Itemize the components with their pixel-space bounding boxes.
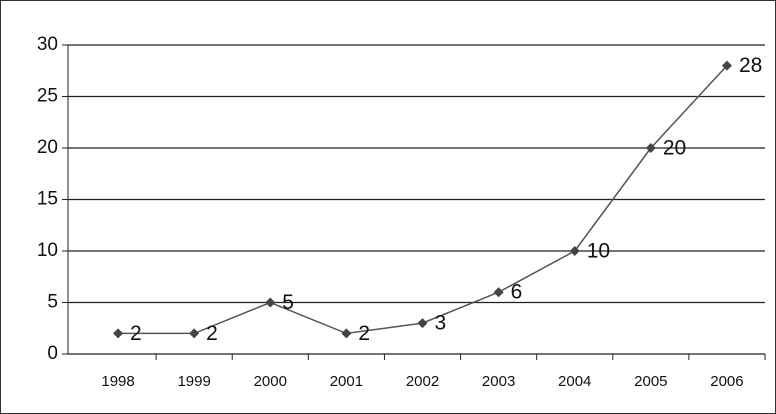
y-tick-label: 15: [37, 189, 58, 210]
data-label: 2: [358, 322, 370, 345]
data-label: 2: [130, 322, 142, 345]
x-tick-label: 2005: [634, 373, 667, 390]
marker: [417, 318, 428, 329]
x-tick-label: 1998: [101, 373, 134, 390]
data-label: 10: [587, 240, 610, 263]
data-label: 6: [511, 281, 523, 304]
y-tick-label: 30: [37, 34, 58, 55]
data-label: 5: [282, 291, 294, 314]
x-tick-label: 2004: [558, 373, 591, 390]
marker: [189, 328, 200, 339]
data-label: 20: [663, 137, 686, 160]
data-label: 28: [739, 54, 762, 77]
x-tick-label: 1999: [177, 373, 210, 390]
data-label: 2: [206, 322, 218, 345]
x-tick-label: 2003: [482, 373, 515, 390]
marker: [645, 143, 656, 153]
y-tick-label: 25: [37, 86, 58, 107]
x-tick-label: 2002: [406, 373, 439, 390]
data-label: 3: [435, 312, 447, 335]
y-tick-label: 20: [37, 137, 58, 158]
y-tick-label: 10: [37, 240, 58, 261]
y-tick-label: 5: [47, 292, 58, 313]
marker: [493, 287, 504, 298]
y-tick-label: 0: [47, 343, 58, 364]
marker: [341, 328, 352, 339]
x-tick-label: 2000: [254, 373, 287, 390]
marker: [569, 246, 580, 256]
x-tick-label: 2006: [710, 373, 743, 390]
marker: [721, 60, 732, 71]
marker: [113, 328, 124, 339]
x-tick-label: 2001: [330, 373, 363, 390]
marker: [265, 297, 276, 308]
